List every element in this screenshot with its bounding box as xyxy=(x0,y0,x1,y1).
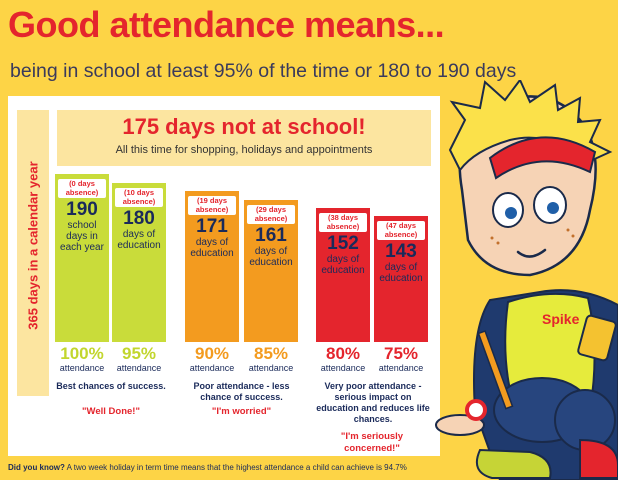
freckle xyxy=(496,241,500,245)
goggles-icon xyxy=(488,136,597,180)
attendance-percent: 90% xyxy=(194,344,230,363)
bar-days-label: days of education xyxy=(249,246,293,268)
calculator-icon xyxy=(577,314,617,362)
page-title: Good attendance means... xyxy=(8,4,445,45)
page-subtitle: being in school at least 95% of the time… xyxy=(10,60,517,82)
bar-content: (29 days absence) 161 days of education xyxy=(244,200,298,268)
footer-text: A two week holiday in term time means th… xyxy=(64,463,407,472)
chart-bar: (47 days absence) 143 days of education xyxy=(374,216,428,342)
group-quote: "Well Done!" xyxy=(82,406,140,417)
pencil-icon xyxy=(477,330,514,410)
attendance-percent: 80% xyxy=(325,344,361,363)
bar-days-label: days of education xyxy=(379,262,423,284)
bar-absence-label: (0 days absence) xyxy=(58,179,106,198)
bar-content: (10 days absence) 180 days of education xyxy=(112,183,166,251)
attendance-label: attendance xyxy=(59,363,105,373)
bar-days-value: 161 xyxy=(255,225,287,246)
bar-absence-label: (10 days absence) xyxy=(115,188,163,207)
attendance-label: attendance xyxy=(248,363,294,373)
watch-icon xyxy=(465,399,487,421)
banner-subtitle: All this time for shopping, holidays and… xyxy=(115,144,373,156)
bar-absence-label: (19 days absence) xyxy=(188,196,236,215)
bar-content: (0 days absence) 190 school days in each y… xyxy=(55,174,109,253)
group-quote: "I'm seriously concerned!" xyxy=(340,431,404,454)
bar-days-label: days of education xyxy=(117,229,161,251)
bar-days-value: 171 xyxy=(196,216,228,237)
chart-bar: (38 days absence) 152 days of education xyxy=(316,208,370,342)
calendar-year-label: 365 days in a calendar year xyxy=(25,161,41,330)
chart-bar: (0 days absence) 190 school days in each y… xyxy=(55,174,109,342)
footer-note: Did you know? A two week holiday in term… xyxy=(8,463,407,472)
spike-pupil xyxy=(547,202,559,214)
attendance-label: attendance xyxy=(378,363,424,373)
attendance-percent: 85% xyxy=(253,344,289,363)
chart-bar: (19 days absence) 171 days of education xyxy=(185,191,239,342)
group-caption: Very poor attendance - serious impact on… xyxy=(316,381,430,424)
spike-pupil xyxy=(505,207,517,219)
bar-absence-label: (29 days absence) xyxy=(247,205,295,224)
spike-shirt-label: Spike xyxy=(542,311,580,327)
freckle xyxy=(566,228,570,232)
banner-title: 175 days not at school! xyxy=(122,114,366,139)
bar-days-value: 180 xyxy=(123,208,155,229)
chart-bar: (29 days absence) 161 days of education xyxy=(244,200,298,342)
attendance-percent: 95% xyxy=(121,344,157,363)
spike-shoe xyxy=(579,438,618,479)
bar-days-label: days of education xyxy=(321,254,365,276)
footer-lead: Did you know? xyxy=(8,463,65,472)
attendance-label: attendance xyxy=(189,363,235,373)
banner: 175 days not at school! All this time fo… xyxy=(57,110,431,166)
bar-days-value: 152 xyxy=(327,233,359,254)
bar-absence-label: (47 days absence) xyxy=(377,221,425,240)
group-quote: "I'm worried" xyxy=(211,406,272,417)
bar-days-value: 143 xyxy=(385,241,417,262)
spike-mascot-illustration: Spike xyxy=(435,80,618,480)
attendance-label: attendance xyxy=(320,363,366,373)
bar-content: (38 days absence) 152 days of education xyxy=(316,208,370,276)
group-caption: Best chances of success. xyxy=(56,381,166,391)
spike-shoe xyxy=(476,448,552,479)
group-caption: Poor attendance - less chance of success… xyxy=(193,381,290,402)
bar-days-label: days of education xyxy=(190,237,234,259)
bar-days-value: 190 xyxy=(66,199,98,220)
bar-content: (19 days absence) 171 days of education xyxy=(185,191,239,259)
attendance-label: attendance xyxy=(116,363,162,373)
chart-bar: (10 days absence) 180 days of education xyxy=(112,183,166,342)
attendance-percent: 75% xyxy=(383,344,419,363)
bar-content: (47 days absence) 143 days of education xyxy=(374,216,428,284)
spike-mouth xyxy=(516,248,547,258)
bar-absence-label: (38 days absence) xyxy=(319,213,367,232)
freckle xyxy=(571,234,575,238)
calendar-sidebar: 365 days in a calendar year xyxy=(17,110,49,396)
attendance-percent: 100% xyxy=(60,344,104,363)
freckle xyxy=(490,236,494,240)
bar-days-label: school days in each year xyxy=(60,220,104,253)
